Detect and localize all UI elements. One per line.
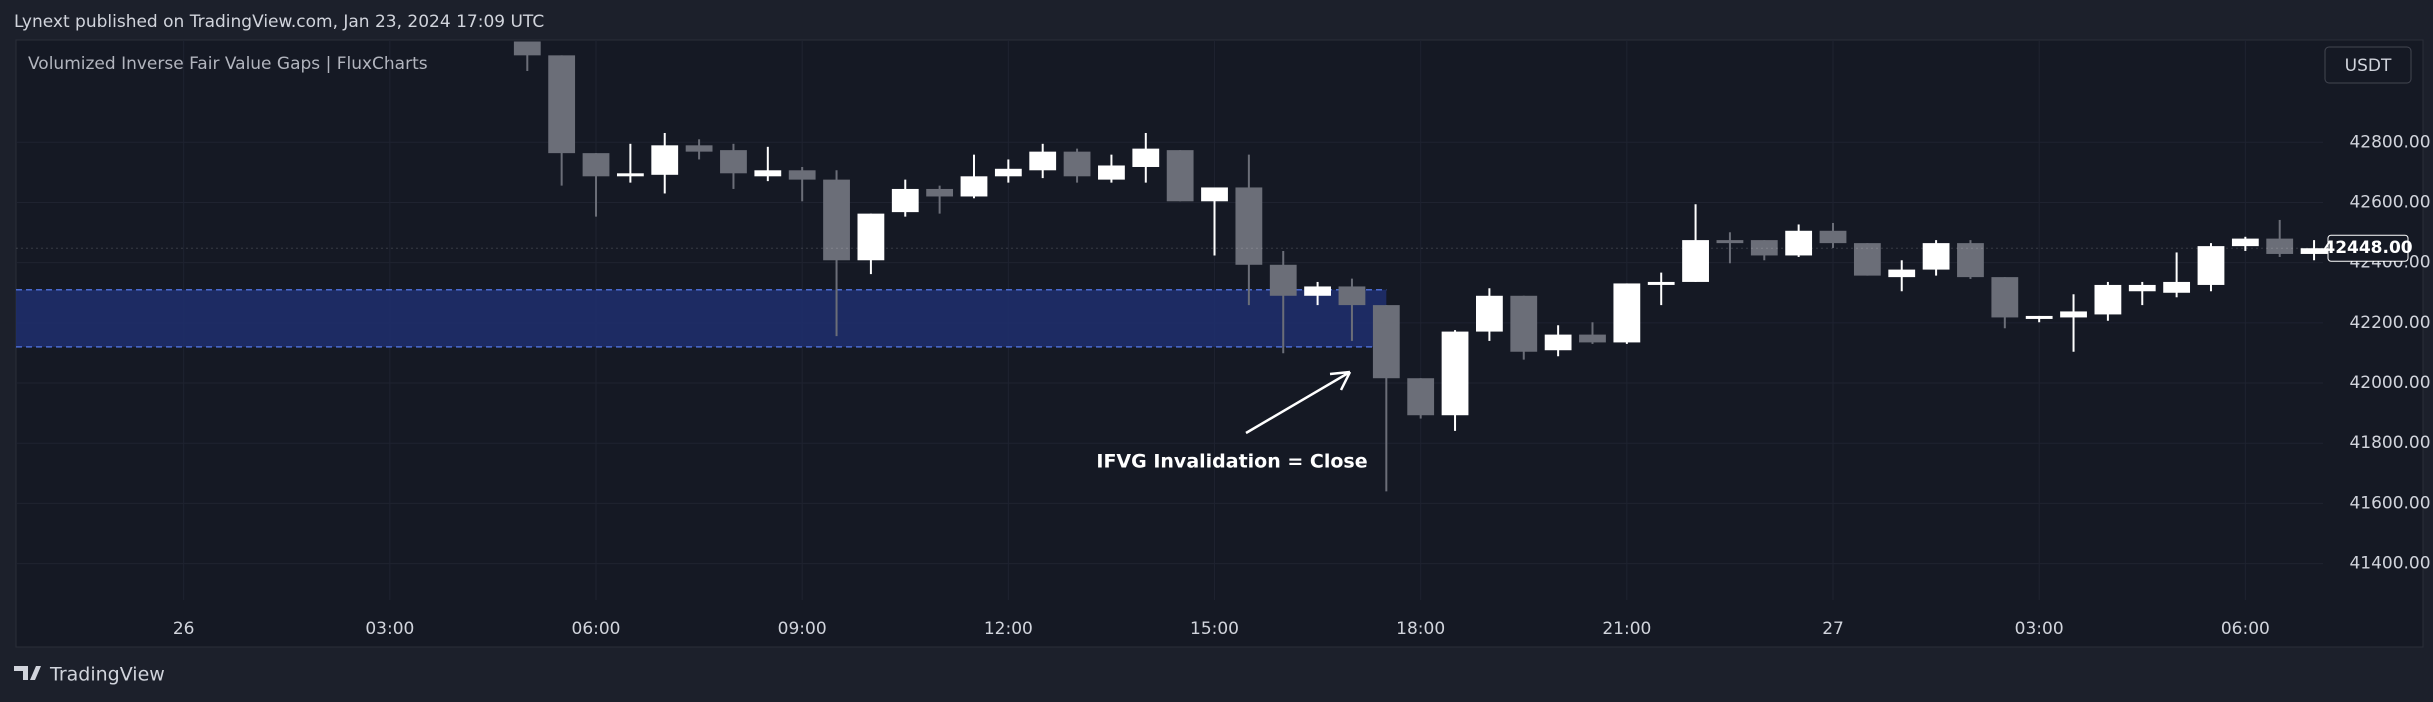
- publish-note: Lynext published on TradingView.com, Jan…: [14, 12, 544, 32]
- candle-body: [1510, 295, 1538, 352]
- candle-body: [2128, 284, 2156, 292]
- x-tick-label: 15:00: [1190, 619, 1239, 639]
- candle-body: [2163, 281, 2191, 293]
- candle-body: [1441, 331, 1469, 416]
- candle-body: [1098, 165, 1125, 180]
- candle-body: [2231, 238, 2259, 247]
- candle-body: [823, 179, 850, 261]
- candle-body: [926, 188, 954, 197]
- candle-body: [1682, 240, 1709, 282]
- candle-body: [857, 213, 885, 261]
- candle-body: [754, 170, 782, 177]
- candle-body: [1957, 243, 1984, 278]
- x-tick-label: 06:00: [572, 619, 621, 639]
- candle-body: [548, 55, 576, 154]
- candle-body: [2025, 315, 2053, 319]
- x-tick-label: 18:00: [1396, 619, 1445, 639]
- currency-box[interactable]: [2324, 46, 2412, 84]
- candle-body: [2197, 246, 2225, 285]
- candle-body: [616, 173, 644, 177]
- candle-body: [2266, 238, 2294, 254]
- ifvg-zone: [16, 289, 1387, 347]
- candle-body: [720, 150, 747, 174]
- brand: TradingView: [49, 664, 165, 686]
- candle-body: [1304, 286, 1331, 296]
- last-price-box: [2327, 234, 2409, 262]
- candle-body: [1338, 286, 1366, 306]
- candle-body: [2060, 311, 2087, 318]
- candle-body: [1716, 240, 1744, 244]
- tv-logo: [14, 666, 41, 680]
- candle-body: [582, 153, 610, 177]
- x-tick-label: 26: [173, 619, 195, 639]
- candle-body: [788, 170, 816, 180]
- candle-body: [1819, 230, 1847, 244]
- candle-body: [1647, 281, 1675, 285]
- annotation: IFVG Invalidation = Close: [1096, 451, 1367, 473]
- candle-body: [1991, 277, 2019, 318]
- candle-body: [2094, 284, 2122, 315]
- y-tick-label: 42200.00: [2349, 313, 2430, 333]
- candle-body: [1544, 334, 1572, 351]
- candle-body: [1132, 148, 1160, 167]
- y-tick-label: 41600.00: [2349, 493, 2430, 513]
- y-tick-label: 41800.00: [2349, 433, 2430, 453]
- y-tick-label: 42800.00: [2349, 132, 2430, 152]
- candle-body: [2300, 248, 2328, 254]
- candle-body: [1407, 378, 1435, 416]
- x-tick-label: 12:00: [984, 619, 1033, 639]
- candle-body: [1063, 151, 1091, 177]
- candle-body: [1750, 240, 1778, 256]
- candle-body: [651, 145, 679, 175]
- x-tick-label: 03:00: [365, 619, 414, 639]
- annotation-arrow: [1245, 370, 1352, 435]
- x-tick-label: 21:00: [1602, 619, 1651, 639]
- y-tick-label: 42000.00: [2349, 373, 2430, 393]
- currency[interactable]: USDT: [2345, 56, 2392, 76]
- candle-body: [1476, 295, 1503, 332]
- indicator-title: Volumized Inverse Fair Value Gaps | Flux…: [28, 54, 428, 74]
- x-tick-label: 03:00: [2015, 619, 2064, 639]
- candle-body: [1235, 187, 1263, 265]
- x-tick-label: 27: [1822, 619, 1844, 639]
- candle-body: [994, 168, 1022, 177]
- candle-body: [1166, 150, 1194, 202]
- candle-body: [685, 145, 713, 152]
- candle-body: [1922, 243, 1950, 270]
- y-tick-label: 42600.00: [2349, 192, 2430, 212]
- candle-body: [1372, 305, 1400, 379]
- candle-body: [1029, 151, 1057, 171]
- candle-body: [960, 176, 988, 197]
- candle-body: [1201, 187, 1228, 202]
- candle-body: [1853, 243, 1881, 276]
- x-tick-label: 06:00: [2221, 619, 2270, 639]
- candle-body: [1888, 269, 1916, 278]
- candle-body: [1785, 230, 1813, 256]
- y-tick-label: 41400.00: [2349, 554, 2430, 574]
- x-tick-label: 09:00: [778, 619, 827, 639]
- candle-body: [891, 188, 919, 213]
- candle-body: [513, 41, 541, 56]
- candle-body: [1613, 283, 1641, 343]
- candle-body: [1269, 264, 1297, 296]
- last-price-label: 42448.00: [2323, 238, 2412, 258]
- candle-body: [1579, 334, 1606, 343]
